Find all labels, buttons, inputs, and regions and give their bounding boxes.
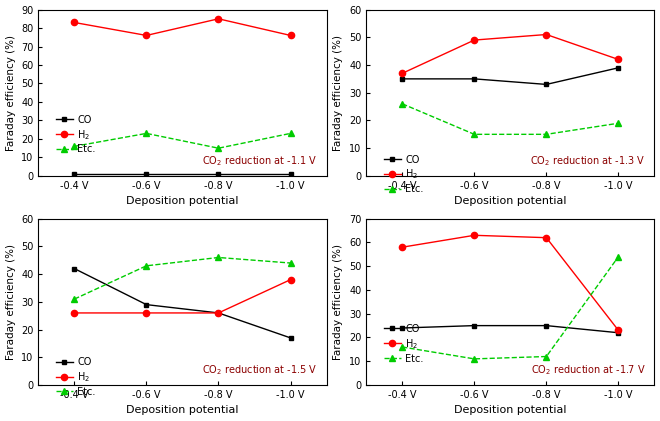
CO bbox=[399, 325, 407, 330]
CO bbox=[286, 171, 294, 176]
H$_2$ bbox=[471, 233, 478, 238]
Legend: CO, H$_2$, Etc.: CO, H$_2$, Etc. bbox=[52, 111, 100, 158]
Etc. bbox=[471, 356, 478, 361]
Etc. bbox=[399, 344, 407, 349]
Etc. bbox=[614, 121, 622, 126]
Etc. bbox=[543, 354, 550, 359]
Etc. bbox=[143, 263, 150, 268]
Y-axis label: Faraday efficiency (%): Faraday efficiency (%) bbox=[333, 35, 343, 151]
H$_2$ bbox=[471, 37, 478, 43]
H$_2$ bbox=[143, 310, 150, 315]
H$_2$ bbox=[614, 328, 622, 333]
Legend: CO, H$_2$, Etc.: CO, H$_2$, Etc. bbox=[379, 151, 427, 198]
CO bbox=[214, 171, 222, 176]
H$_2$ bbox=[286, 277, 294, 282]
H$_2$ bbox=[614, 57, 622, 62]
Etc. bbox=[286, 131, 294, 136]
H$_2$ bbox=[543, 235, 550, 240]
Line: CO: CO bbox=[400, 323, 621, 335]
Etc. bbox=[286, 261, 294, 266]
X-axis label: Deposition potential: Deposition potential bbox=[126, 196, 239, 206]
Text: CO$_2$ reduction at -1.3 V: CO$_2$ reduction at -1.3 V bbox=[531, 154, 645, 168]
X-axis label: Deposition potential: Deposition potential bbox=[126, 405, 239, 416]
Text: CO$_2$ reduction at -1.1 V: CO$_2$ reduction at -1.1 V bbox=[203, 154, 318, 168]
CO bbox=[543, 323, 550, 328]
Etc. bbox=[214, 255, 222, 260]
Text: CO$_2$ reduction at -1.5 V: CO$_2$ reduction at -1.5 V bbox=[203, 363, 318, 377]
Line: Etc.: Etc. bbox=[399, 253, 622, 362]
Line: Etc.: Etc. bbox=[71, 130, 294, 151]
Line: H$_2$: H$_2$ bbox=[399, 32, 622, 77]
CO bbox=[471, 323, 478, 328]
H$_2$ bbox=[214, 310, 222, 315]
H$_2$ bbox=[214, 16, 222, 21]
H$_2$ bbox=[143, 33, 150, 38]
Line: H$_2$: H$_2$ bbox=[71, 277, 294, 316]
CO bbox=[471, 76, 478, 81]
Line: H$_2$: H$_2$ bbox=[399, 232, 622, 333]
Etc. bbox=[71, 144, 79, 149]
CO bbox=[614, 330, 622, 335]
Y-axis label: Faraday efficiency (%): Faraday efficiency (%) bbox=[5, 244, 16, 360]
Line: CO: CO bbox=[72, 172, 293, 176]
Etc. bbox=[214, 146, 222, 151]
CO bbox=[71, 266, 79, 271]
H$_2$ bbox=[399, 71, 407, 76]
X-axis label: Deposition potential: Deposition potential bbox=[454, 405, 566, 416]
Legend: CO, H$_2$, Etc.: CO, H$_2$, Etc. bbox=[379, 320, 427, 368]
H$_2$ bbox=[543, 32, 550, 37]
Etc. bbox=[471, 132, 478, 137]
CO bbox=[143, 302, 150, 307]
CO bbox=[214, 310, 222, 315]
Line: Etc.: Etc. bbox=[71, 254, 294, 302]
Line: CO: CO bbox=[400, 65, 621, 87]
Etc. bbox=[614, 254, 622, 259]
CO bbox=[543, 82, 550, 87]
Legend: CO, H$_2$, Etc.: CO, H$_2$, Etc. bbox=[52, 353, 100, 401]
CO bbox=[286, 336, 294, 341]
Line: CO: CO bbox=[72, 266, 293, 340]
Text: CO$_2$ reduction at -1.7 V: CO$_2$ reduction at -1.7 V bbox=[531, 363, 645, 377]
Line: Etc.: Etc. bbox=[399, 101, 622, 137]
Y-axis label: Faraday efficiency (%): Faraday efficiency (%) bbox=[5, 35, 16, 151]
Etc. bbox=[399, 101, 407, 107]
X-axis label: Deposition potential: Deposition potential bbox=[454, 196, 566, 206]
H$_2$ bbox=[399, 245, 407, 250]
CO bbox=[71, 171, 79, 176]
H$_2$ bbox=[286, 33, 294, 38]
Line: H$_2$: H$_2$ bbox=[71, 16, 294, 39]
H$_2$ bbox=[71, 310, 79, 315]
CO bbox=[399, 76, 407, 81]
Etc. bbox=[543, 132, 550, 137]
H$_2$ bbox=[71, 20, 79, 25]
CO bbox=[614, 65, 622, 70]
CO bbox=[143, 171, 150, 176]
Y-axis label: Faraday efficiency (%): Faraday efficiency (%) bbox=[333, 244, 343, 360]
Etc. bbox=[71, 296, 79, 301]
Etc. bbox=[143, 131, 150, 136]
